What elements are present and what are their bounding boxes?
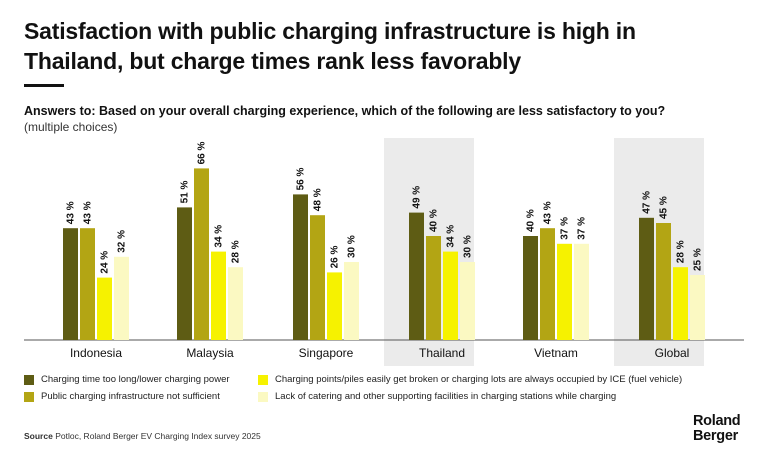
legend-item-facilities: Lack of catering and other supporting fa…	[258, 391, 616, 402]
chart-title-line-1: Satisfaction with public charging infras…	[24, 18, 636, 44]
logo-line-1: Roland	[693, 413, 741, 429]
bar-singapore-series-3	[327, 272, 342, 340]
value-label-vietnam-series-1: 40 %	[526, 209, 537, 232]
bar-malaysia-series-3	[211, 251, 226, 340]
value-label-indonesia-series-3: 24 %	[100, 251, 111, 274]
bar-singapore-series-2	[310, 215, 325, 340]
logo-line-2: Berger	[693, 428, 738, 444]
x-tick-label-indonesia: Indonesia	[70, 346, 122, 360]
bar-malaysia-series-4	[228, 267, 243, 340]
x-tick-label-vietnam: Vietnam	[534, 346, 578, 360]
legend-label-facilities: Lack of catering and other supporting fa…	[275, 391, 617, 402]
bar-vietnam-series-2	[540, 228, 555, 340]
x-tick-label-global: Global	[655, 346, 690, 360]
bar-global-series-1	[639, 217, 654, 340]
bar-thailand-series-1	[409, 212, 424, 340]
bar-thailand-series-4	[460, 262, 475, 340]
bar-global-series-4	[690, 275, 705, 340]
bar-malaysia-series-1	[177, 207, 192, 340]
value-label-global-series-3: 28 %	[676, 240, 687, 263]
value-label-global-series-2: 45 %	[659, 196, 670, 219]
bar-chart: 43 % 43 % 24 % 32 % Indonesia 51 % 66 % 34 % 28 …	[24, 138, 744, 366]
chart-title-line-2: Thailand, but charge times rank less fav…	[24, 48, 521, 74]
value-label-singapore-series-3: 26 %	[330, 245, 341, 268]
legend-swatch-infrastructure	[24, 391, 34, 402]
survey-question-note: (multiple choices)	[24, 120, 118, 134]
title-underline	[24, 84, 64, 87]
bar-indonesia-series-2	[80, 228, 95, 340]
bar-vietnam-series-3	[557, 243, 572, 340]
survey-question: Answers to: Based on your overall chargi…	[24, 104, 666, 118]
chart-title: Satisfaction with public charging infras…	[24, 16, 724, 76]
bar-singapore-series-4	[344, 262, 359, 340]
value-label-malaysia-series-3: 34 %	[214, 225, 225, 248]
bar-thailand-series-3	[443, 251, 458, 340]
value-label-global-series-4: 25 %	[693, 248, 704, 271]
legend-swatch-broken-points	[258, 374, 268, 385]
x-tick-label-thailand: Thailand	[419, 346, 465, 360]
value-label-global-series-1: 47 %	[642, 191, 653, 214]
bar-indonesia-series-4	[114, 256, 129, 340]
bar-singapore-series-1	[293, 194, 308, 340]
value-label-malaysia-series-1: 51 %	[180, 180, 191, 203]
legend-swatch-charging-time	[24, 374, 34, 385]
x-tick-label-malaysia: Malaysia	[186, 346, 234, 360]
legend-item-broken-points: Charging points/piles easily get broken …	[258, 374, 682, 385]
roland-berger-logo: Roland Berger	[693, 413, 741, 444]
bar-global-series-2	[656, 223, 671, 340]
value-label-thailand-series-2: 40 %	[429, 209, 440, 232]
value-label-malaysia-series-2: 66 %	[197, 141, 208, 164]
legend-item-infrastructure: Public charging infrastructure not suffi…	[24, 391, 220, 402]
bar-thailand-series-2	[426, 236, 441, 340]
value-label-malaysia-series-4: 28 %	[231, 240, 242, 263]
value-label-vietnam-series-4: 37 %	[577, 217, 588, 240]
value-label-singapore-series-4: 30 %	[347, 235, 358, 258]
chart-legend: Charging time too long/lower charging po…	[24, 374, 744, 408]
value-label-indonesia-series-1: 43 %	[66, 201, 77, 224]
legend-label-broken-points: Charging points/piles easily get broken …	[275, 374, 683, 385]
bar-malaysia-series-2	[194, 168, 209, 340]
value-label-singapore-series-2: 48 %	[313, 188, 324, 211]
legend-label-charging-time: Charging time too long/lower charging po…	[41, 374, 230, 385]
source-label: Source	[24, 431, 53, 441]
bar-vietnam-series-1	[523, 236, 538, 340]
value-label-singapore-series-1: 56 %	[296, 167, 307, 190]
legend-label-infrastructure: Public charging infrastructure not suffi…	[41, 391, 220, 402]
value-label-indonesia-series-4: 32 %	[117, 230, 128, 253]
value-label-vietnam-series-3: 37 %	[560, 217, 571, 240]
bar-indonesia-series-1	[63, 228, 78, 340]
value-label-thailand-series-3: 34 %	[446, 225, 457, 248]
legend-swatch-facilities	[258, 391, 268, 402]
source-text: Potloc, Roland Berger EV Charging Index …	[55, 431, 261, 441]
value-label-vietnam-series-2: 43 %	[543, 201, 554, 224]
source-note: Source Potloc, Roland Berger EV Charging…	[24, 431, 261, 441]
x-tick-label-singapore: Singapore	[299, 346, 354, 360]
legend-item-charging-time: Charging time too long/lower charging po…	[24, 374, 230, 385]
bar-vietnam-series-4	[574, 243, 589, 340]
bar-global-series-3	[673, 267, 688, 340]
value-label-thailand-series-1: 49 %	[412, 186, 423, 209]
value-label-thailand-series-4: 30 %	[463, 235, 474, 258]
value-label-indonesia-series-2: 43 %	[83, 201, 94, 224]
bar-indonesia-series-3	[97, 277, 112, 340]
